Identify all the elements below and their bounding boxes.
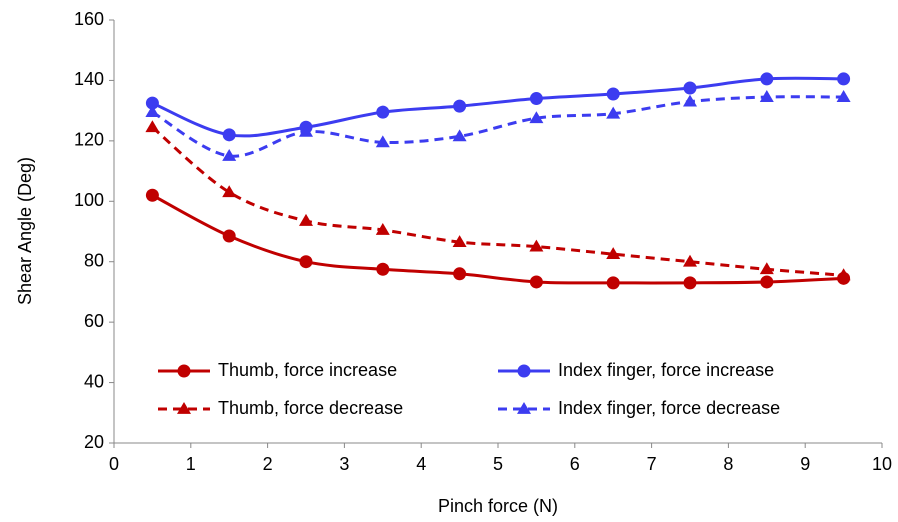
x-tick-label: 10: [872, 454, 892, 474]
data-point: [299, 213, 313, 226]
data-point: [760, 275, 774, 289]
data-point: [453, 267, 467, 281]
data-point: [606, 87, 620, 101]
data-point: [375, 135, 390, 148]
data-point: [222, 229, 236, 243]
y-tick-label: 140: [74, 69, 104, 89]
y-axis-label: Shear Angle (Deg): [15, 157, 35, 305]
x-tick-label: 0: [109, 454, 119, 474]
x-tick-label: 5: [493, 454, 503, 474]
data-point: [759, 262, 774, 275]
legend-marker: [517, 364, 531, 378]
data-point: [759, 90, 774, 102]
data-point: [529, 92, 543, 106]
data-point: [145, 105, 160, 118]
data-point: [606, 247, 621, 260]
legend-marker: [177, 364, 191, 378]
data-point: [452, 235, 467, 247]
data-point: [222, 148, 237, 161]
x-tick-label: 1: [186, 454, 196, 474]
data-point: [836, 90, 851, 102]
data-point: [376, 262, 390, 276]
data-point: [453, 99, 467, 113]
data-point: [375, 222, 390, 235]
x-tick-label: 7: [647, 454, 657, 474]
x-tick-label: 2: [263, 454, 273, 474]
legend-marker: [177, 402, 191, 414]
y-tick-label: 40: [84, 371, 104, 391]
legend-label: Thumb, force increase: [218, 360, 397, 380]
data-point: [683, 254, 697, 267]
x-tick-label: 6: [570, 454, 580, 474]
legend-marker: [517, 402, 531, 414]
data-point: [145, 188, 159, 202]
data-point: [683, 94, 697, 107]
y-tick-label: 80: [84, 250, 104, 270]
data-point: [145, 120, 160, 133]
data-point: [452, 129, 467, 142]
x-axis-label: Pinch force (N): [438, 496, 558, 516]
data-point: [222, 185, 237, 198]
data-point: [222, 128, 236, 142]
y-tick-label: 120: [74, 130, 104, 150]
data-point: [606, 276, 620, 290]
data-point: [836, 268, 851, 281]
x-tick-label: 4: [416, 454, 426, 474]
x-tick-label: 8: [723, 454, 733, 474]
legend-label: Index finger, force increase: [558, 360, 774, 380]
data-point: [376, 105, 390, 119]
series-line: [151, 76, 844, 138]
data-point: [529, 111, 544, 124]
y-tick-label: 60: [84, 311, 104, 331]
data-point: [299, 124, 313, 137]
data-point: [145, 96, 159, 110]
data-point: [760, 72, 774, 86]
data-point: [299, 255, 313, 269]
series-line: [151, 95, 844, 158]
legend-label: Thumb, force decrease: [218, 398, 403, 418]
data-point: [683, 81, 697, 95]
x-tick-label: 9: [800, 454, 810, 474]
series-line: [151, 193, 844, 285]
data-point: [529, 239, 544, 252]
data-point: [529, 275, 543, 289]
data-point: [606, 106, 621, 119]
y-tick-label: 160: [74, 9, 104, 29]
legend-label: Index finger, force decrease: [558, 398, 780, 418]
series-line: [151, 126, 844, 277]
data-point: [683, 276, 697, 290]
x-tick-label: 3: [339, 454, 349, 474]
y-tick-label: 100: [74, 190, 104, 210]
data-point: [837, 72, 851, 86]
y-tick-label: 20: [84, 432, 104, 452]
